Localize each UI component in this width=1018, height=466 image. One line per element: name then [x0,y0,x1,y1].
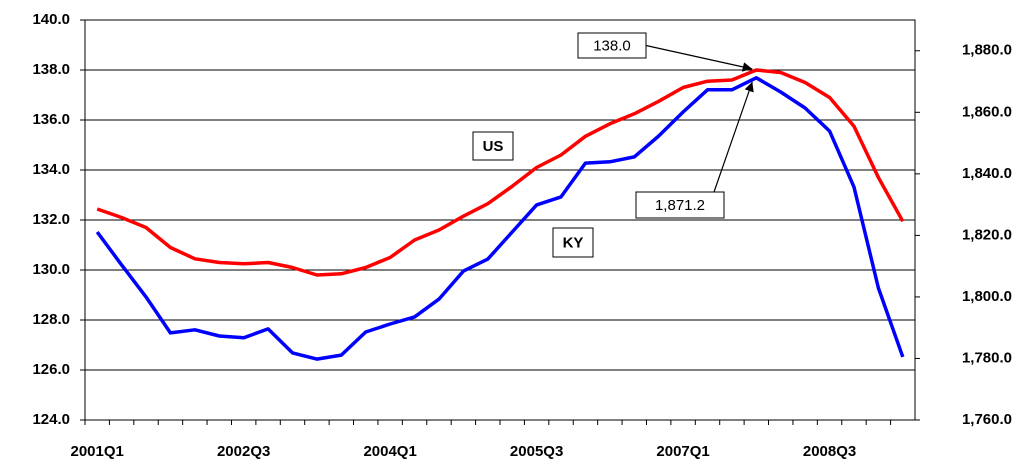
y-tick-label: 132.0 [32,211,70,228]
y-tick-label: 136.0 [32,111,70,128]
x-tick-label: 2004Q1 [363,443,416,460]
x-tick-label: 2007Q1 [656,443,709,460]
annotation-arrow [645,44,753,72]
x-tick-label: 2008Q3 [803,443,856,460]
series-line [95,76,905,361]
y2-tick-label: 1,820.0 [962,226,1012,243]
y-tick-label: 138.0 [32,61,70,78]
annotation-text: 138.0 [593,37,631,54]
series-line [96,68,905,277]
y2-tick-label: 1,860.0 [962,103,1012,120]
y2-tick-label: 1,800.0 [962,288,1012,305]
y2-tick-label: 1,880.0 [962,42,1012,59]
series-label-box [472,131,514,161]
y2-tick-label: 1,780.0 [962,349,1012,366]
y-tick-label: 124.0 [32,411,70,428]
y-tick-label: 128.0 [32,311,70,328]
series-label-box [552,227,594,258]
annotation-box [635,191,725,219]
y2-tick-label: 1,760.0 [962,411,1012,428]
annotation-box [577,32,647,59]
series-label: US [483,138,504,155]
y-tick-label: 130.0 [32,261,70,278]
x-tick-label: 2005Q3 [510,443,563,460]
annotation-arrow [713,81,754,193]
y-tick-label: 140.0 [32,11,70,28]
y-tick-label: 134.0 [32,161,70,178]
x-tick-label: 2002Q3 [217,443,270,460]
series-label: KY [563,234,584,251]
x-tick-label: 2001Q1 [71,443,124,460]
annotation-text: 1,871.2 [655,197,705,214]
y2-tick-label: 1,840.0 [962,165,1012,182]
y-tick-label: 126.0 [32,361,70,378]
